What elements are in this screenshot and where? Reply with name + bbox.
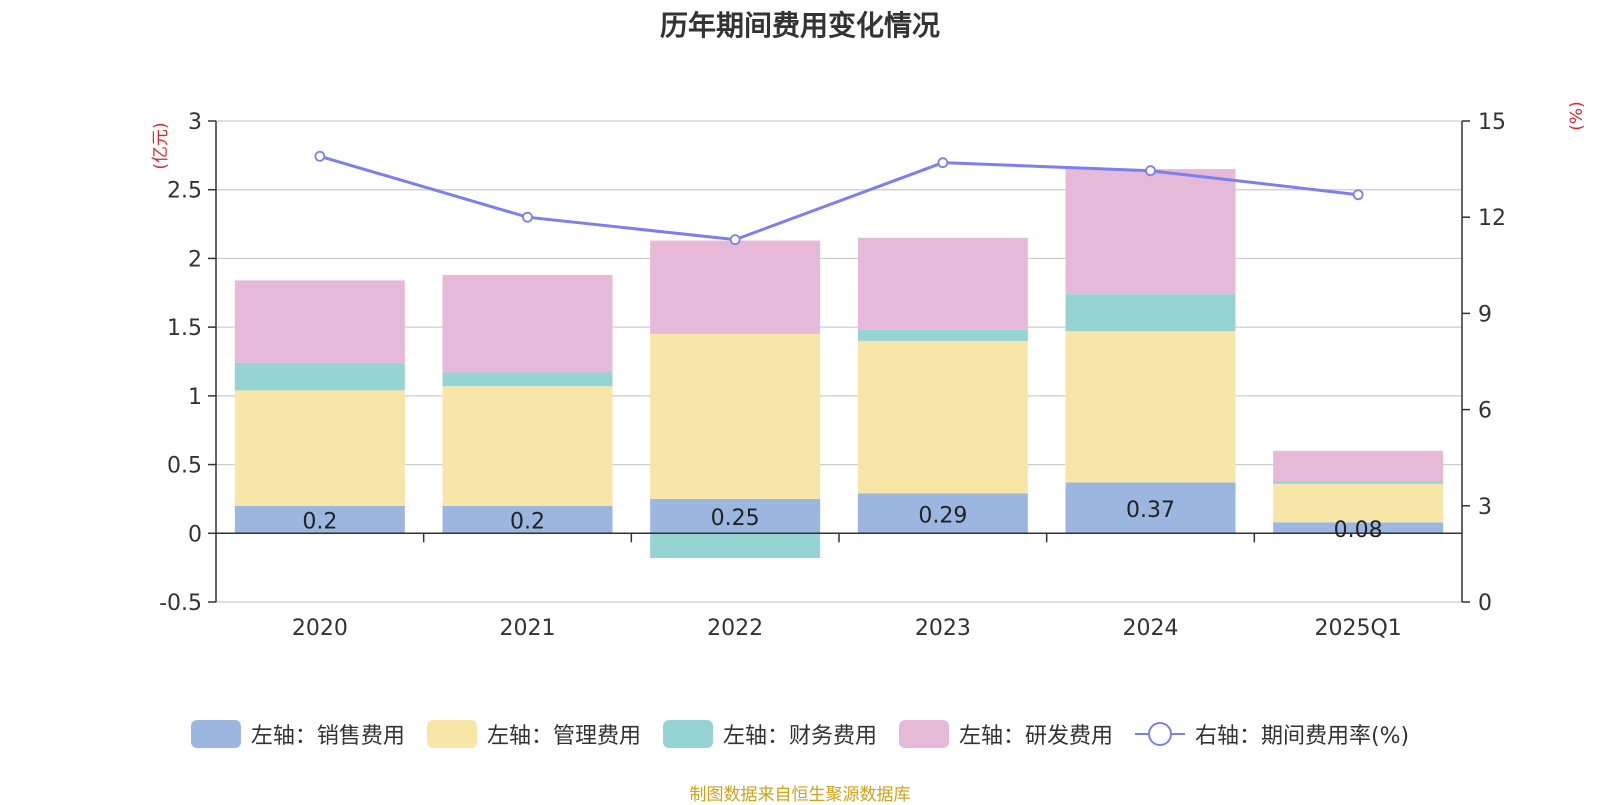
chart-title: 历年期间费用变化情况: [659, 9, 940, 42]
data-label-sales: 0.08: [1334, 518, 1383, 543]
bar-2020-series-3: [234, 280, 405, 363]
expense-rate-point[interactable]: [314, 150, 326, 162]
line-layer: [314, 150, 1364, 246]
legend-item-expense-rate[interactable]: 右轴：期间费用率(%): [1134, 718, 1410, 750]
left-axis-tick-label: 1: [188, 385, 202, 410]
expense-rate-point[interactable]: [1145, 165, 1156, 177]
bar-2021-series-2: [442, 372, 613, 387]
bar-2025Q1-series-2: [1273, 481, 1444, 484]
bar-2022-series-3: [650, 240, 821, 335]
data-label-sales: 0.2: [510, 510, 545, 535]
bar-2021-series-3: [442, 274, 613, 373]
legend-label-sales: 左轴：销售费用: [250, 724, 405, 749]
expense-rate-point[interactable]: [522, 211, 533, 223]
x-axis-label: 2022: [707, 616, 763, 641]
x-axis-label: 2025Q1: [1315, 616, 1402, 641]
bar-2023-series-1: [857, 340, 1028, 494]
legend-line-marker-icon: [1134, 720, 1185, 748]
bar-2022-series-0: [650, 498, 821, 534]
legend-label-rd: 左轴：研发费用: [958, 724, 1113, 749]
bar-2023-series-2: [857, 329, 1028, 341]
bar-2020-series-1: [234, 390, 405, 506]
data-label-sales: 0.37: [1126, 498, 1175, 523]
bar-2025Q1-series-0: [1273, 522, 1444, 534]
left-axis-tick-label: -0.5: [159, 591, 202, 616]
x-axis-label: 2021: [500, 616, 556, 641]
bar-2023-series-0: [857, 493, 1028, 534]
data-label-sales: 0.25: [711, 506, 760, 531]
left-axis-tick-label: 1.5: [167, 316, 202, 341]
right-axis-tick-label: 12: [1478, 206, 1506, 231]
expense-rate-point[interactable]: [729, 234, 741, 246]
data-label-sales: 0.29: [918, 503, 967, 528]
axes: -0.5 0 0.5 1 1.5 2 2.5 3 0 3 6 9 12 15 (亿元) (%) 2020 2021…: [151, 101, 1587, 641]
legend-item-rd[interactable]: 左轴：研发费用: [898, 718, 1113, 750]
legend-label-finance: 左轴：财务费用: [722, 724, 877, 749]
bar-2024-series-3: [1065, 169, 1236, 295]
left-axis-tick-label: 2: [188, 247, 202, 272]
right-axis-tick-label: 6: [1478, 399, 1492, 424]
legend-swatch-sales: [190, 720, 241, 748]
bar-2021-series-0: [442, 505, 613, 534]
bar-2024-series-2: [1065, 294, 1236, 332]
legend-item-admin[interactable]: 左轴：管理费用: [426, 718, 641, 750]
legend-item-sales[interactable]: 左轴：销售费用: [190, 718, 405, 750]
source-note: 制图数据来自恒生聚源数据库: [689, 785, 911, 805]
expense-rate-point[interactable]: [1352, 189, 1364, 201]
gridlines: [216, 120, 1462, 603]
right-axis-tick-label: 15: [1478, 110, 1506, 135]
right-axis-tick-label: 0: [1478, 591, 1492, 616]
legend-item-finance[interactable]: 左轴：财务费用: [662, 718, 877, 750]
legend-label-admin: 左轴：管理费用: [486, 724, 641, 749]
expense-rate-line: [319, 154, 1359, 242]
bar-2024-series-1: [1065, 331, 1236, 483]
legend-swatch-admin: [426, 720, 477, 748]
left-axis-unit-label: (亿元): [151, 122, 171, 169]
chart-plot: -0.5 0 0.5 1 1.5 2 2.5 3 0 3 6 9 12 15 (亿元) (%) 2020 2021…: [151, 101, 1587, 641]
bar-2022-series-1: [650, 334, 821, 499]
expense-rate-point[interactable]: [937, 157, 949, 169]
bar-2023-series-3: [857, 237, 1028, 330]
data-label-sales: 0.2: [302, 510, 337, 535]
right-axis-tick-label: 3: [1478, 495, 1492, 520]
legend-swatch-rd: [898, 720, 949, 748]
legend: 左轴：销售费用 左轴：管理费用 左轴：财务费用 左轴：研发费用 右轴：期间费用率…: [0, 718, 1600, 750]
data-labels: 0.2 0.2 0.25 0.29 0.37 0.08: [302, 498, 1382, 543]
right-axis-tick-label: 9: [1478, 302, 1492, 327]
left-axis-tick-label: 2.5: [167, 179, 202, 204]
legend-label-expense-rate: 右轴：期间费用率(%): [1194, 724, 1410, 749]
bar-2025Q1-series-3: [1273, 450, 1444, 482]
x-axis-label: 2024: [1123, 616, 1179, 641]
bar-layer: [234, 169, 1444, 559]
bar-2020-series-2: [234, 362, 405, 391]
right-axis-unit-label: (%): [1567, 101, 1587, 130]
bar-2021-series-1: [442, 386, 613, 506]
left-axis-tick-label: 0: [188, 522, 202, 547]
bar-2022-series-2: [650, 533, 821, 559]
bar-2025Q1-series-1: [1273, 483, 1444, 523]
legend-swatch-finance: [662, 720, 713, 748]
left-axis-tick-label: 3: [188, 110, 202, 135]
bar-2024-series-0: [1065, 482, 1236, 534]
x-axis-label: 2023: [915, 616, 971, 641]
bar-2020-series-0: [234, 505, 405, 534]
left-axis-tick-label: 0.5: [167, 454, 202, 479]
x-axis-label: 2020: [292, 616, 348, 641]
